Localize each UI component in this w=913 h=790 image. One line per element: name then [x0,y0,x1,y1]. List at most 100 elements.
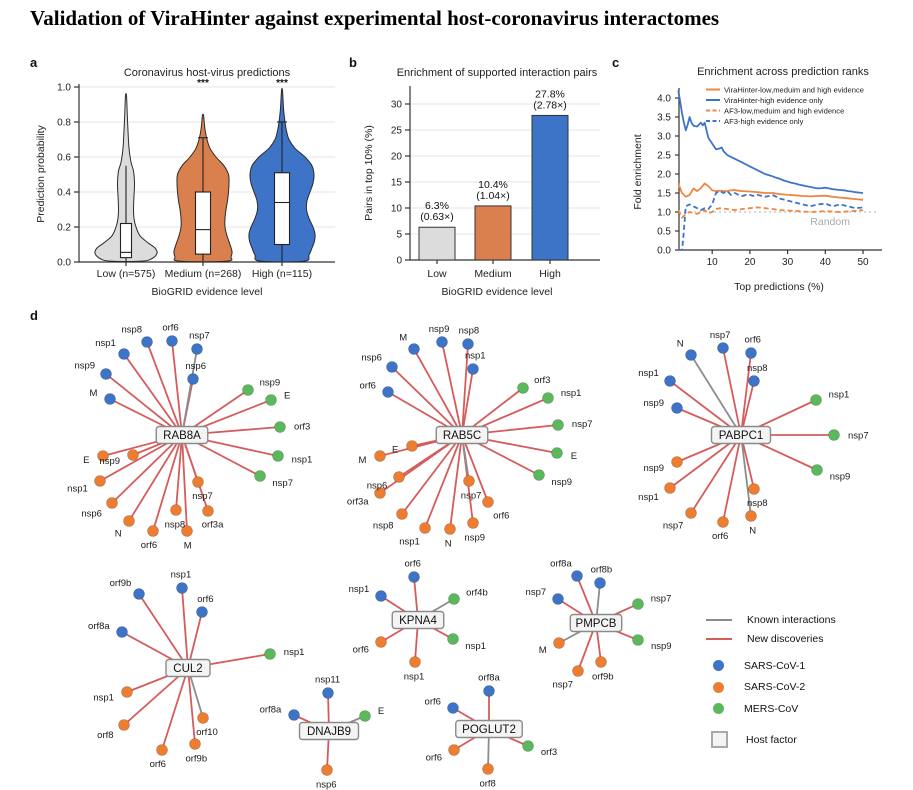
new-edge [181,587,189,669]
node-label: M [399,332,407,343]
new-edge [161,667,189,751]
node-label: nsp1 [67,483,88,494]
network-node-nsp6 [386,361,398,373]
node-label: nsp9 [643,398,664,409]
node-label: nsp7 [526,587,547,598]
node-label: nsp1 [404,671,425,682]
node-label: orf6 [353,645,369,656]
y-tick-label: 2.0 [657,170,671,181]
node-label: E [284,390,290,401]
legend-entry: AF3-high evidence only [724,117,804,126]
known-interaction-line-swatch [706,618,732,621]
bar-value-label: 10.4% [478,179,508,191]
host-factor-box [569,613,623,633]
new-edge [187,667,196,745]
figure-title: Validation of ViraHinter against experim… [30,6,720,30]
network-node-nsp1 [664,375,676,387]
x-axis-label: Top predictions (%) [734,281,824,293]
series-1 [677,90,864,194]
y-tick-label: 0.2 [57,223,71,234]
node-label: orf8a [88,621,110,632]
new-edge [171,340,183,436]
network-node-nsp8 [748,375,760,387]
network-node-nsp8 [170,504,182,516]
y-tick-label: 0.5 [657,227,671,238]
node-label: nsp9 [260,378,281,389]
network-node-nsp9 [632,634,644,646]
node-label: nsp6 [185,361,206,372]
node-label: nsp1 [561,388,582,399]
node-label: nsp1 [638,368,659,379]
network-node-nsp7 [191,343,203,355]
network-node-nsp7 [254,470,266,482]
box [119,222,133,259]
new-edge [123,667,189,726]
y-tick-label: 3.5 [657,113,671,124]
node-label: nsp6 [81,508,102,519]
chart-title: Coronavirus host-virus predictions [124,67,291,79]
network-node-nsp1 [467,363,479,375]
network-node-orf8 [118,719,130,731]
network-node-orf6 [147,525,159,537]
chart-title: Enrichment of supported interaction pair… [397,67,598,79]
network-node-orf6 [717,516,729,528]
new-edge [379,434,463,494]
mers-cov-dot [713,703,724,715]
new-edge [138,593,189,669]
network-node-orf3a [374,487,386,499]
x-tick-label: Low (n=575) [97,268,156,280]
legend-sars-cov-1: SARS-CoV-1 [704,655,836,677]
y-tick-label: 3.0 [657,132,671,143]
host-factor-label: PABPC1 [719,430,764,442]
network-node-E [551,447,563,459]
legend-known-interactions: Known interactions [704,610,836,629]
bar-chart: 0 5 10 15 20 25 30 6.3%(0.63×) Low 10.4%(1.04×) Me… [363,67,600,298]
new-edge [391,366,463,436]
node-label: nsp1 [829,390,850,401]
node-label: orf8b [591,565,613,576]
violin-chart: 0.0 0.2 0.4 0.6 0.8 1.0 Low (n=575) *** Medium (… [35,67,335,298]
node-label: nsp9 [429,324,450,335]
legend-label: SARS-CoV-2 [744,681,806,694]
network-node-orf8 [482,763,494,775]
node-label: nsp8 [373,521,394,532]
host-factor-box [710,425,772,445]
network-node-nsp9 [671,456,683,468]
bar-value-label: 27.8% [535,88,565,100]
node-label: nsp8 [165,519,186,530]
legend-label: MERS-CoV [744,702,799,715]
node-label: orf8a [260,705,282,716]
network-node-nsp9 [436,336,448,348]
node-label: orf3a [202,520,224,531]
new-edge [722,347,742,436]
network-node-M [553,637,565,649]
network-node-N [123,515,135,527]
node-label: nsp8 [747,498,768,509]
node-label: M [90,388,98,399]
network-node-orf6 [482,496,494,508]
legend-host-factor: Host factor [704,728,836,752]
y-tick-label: 20 [391,152,403,163]
new-edge [187,611,203,669]
node-label: M [359,455,367,466]
node-label: orf9b [592,671,614,682]
new-edge [461,368,474,436]
node-label: nsp9 [464,532,485,543]
network-node-nsp6 [321,764,333,776]
y-tick-label: 1.0 [657,208,671,219]
node-label: nsp9 [551,477,572,488]
host-factor-label: POGLUT2 [462,724,516,736]
node-label: nsp1 [399,537,420,548]
node-label: orf10 [196,727,218,738]
host-factor-box [435,425,489,445]
node-label: nsp11 [315,675,340,686]
legend-label: Known interactions [747,613,836,626]
panel-label-b: b [349,55,357,70]
y-axis-label: Pairs in top 10% (%) [363,125,375,221]
node-label: orf8 [97,730,113,741]
network-node-nsp1 [542,392,554,404]
network-node-orf6 [375,636,387,648]
node-label: N [677,339,684,350]
network-node-nsp1 [447,633,459,645]
